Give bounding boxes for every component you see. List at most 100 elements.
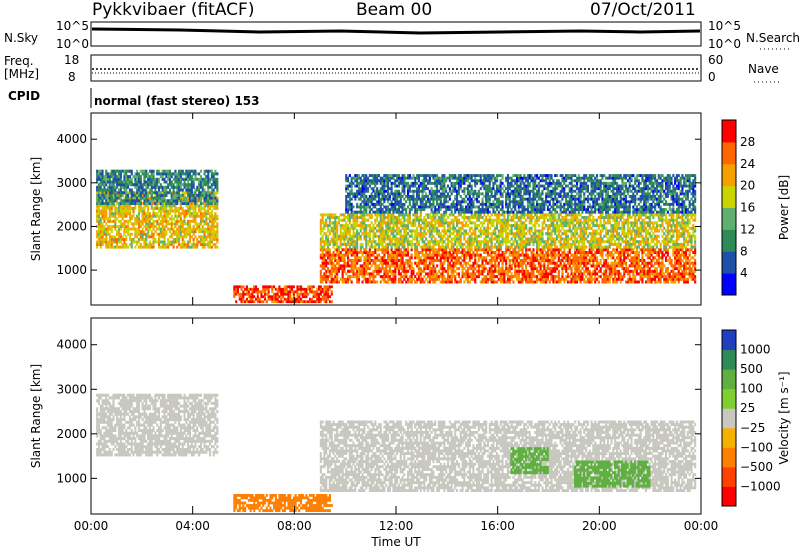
heatmap-cell-0-3 xyxy=(655,272,658,276)
heatmap-cell-0-1 xyxy=(205,183,208,187)
heatmap-cell-0-1 xyxy=(132,202,135,205)
heatmap-cell-0-4 xyxy=(383,234,386,238)
heatmap-cell-0-0 xyxy=(179,235,182,239)
heatmap-cell-0-2 xyxy=(318,300,321,304)
heatmap-cell-0-0 xyxy=(167,240,170,244)
heatmap-cell-0-1 xyxy=(209,193,212,197)
heatmap-cell-0-4 xyxy=(454,234,457,238)
heatmap-cell-0-3 xyxy=(643,272,646,276)
heatmap-cell-0-4 xyxy=(387,242,390,246)
heatmap-cell-0-0 xyxy=(117,245,120,249)
heatmap-cell-0-4 xyxy=(370,213,373,217)
heatmap-cell-0-1 xyxy=(101,196,104,200)
heatmap-cell-0-3 xyxy=(674,264,677,268)
heatmap-cell-0-0 xyxy=(127,230,130,234)
heatmap-cell-0-1 xyxy=(143,183,146,187)
heatmap-cell-0-1 xyxy=(172,177,175,181)
heatmap-cell-0-1 xyxy=(159,202,162,205)
heatmap-cell-0-3 xyxy=(397,259,400,262)
heatmap-cell-0-1 xyxy=(152,199,155,203)
heatmap-cell-0-1 xyxy=(117,202,120,205)
heatmap-cell-0-3 xyxy=(399,280,402,284)
heatmap-cell-0-0 xyxy=(108,240,111,244)
heatmap-cell-0-0 xyxy=(168,207,171,210)
heatmap-cell-0-0 xyxy=(201,207,204,210)
heatmap-cell-0-3 xyxy=(554,251,557,254)
heatmap-cell-0-4 xyxy=(348,229,351,233)
heatmap-cell-0-3 xyxy=(474,280,477,284)
heatmap-cell-0-3 xyxy=(623,253,626,257)
heatmap-cell-0-3 xyxy=(323,261,326,265)
heatmap-cell-0-3 xyxy=(566,267,569,271)
heatmap-cell-0-3 xyxy=(357,251,360,254)
heatmap-cell-0-3 xyxy=(319,269,322,273)
heatmap-cell-0-4 xyxy=(339,232,342,236)
heatmap-cell-0-3 xyxy=(517,261,520,265)
heatmap-cell-0-3 xyxy=(597,264,600,268)
heatmap-cell-0-3 xyxy=(466,251,469,254)
heatmap-cell-0-3 xyxy=(630,269,633,273)
heatmap-cell-0-3 xyxy=(379,248,382,252)
heatmap-cell-0-3 xyxy=(330,253,333,257)
heatmap-cell-0-3 xyxy=(325,253,328,257)
heatmap-cell-0-1 xyxy=(136,185,139,189)
heatmap-cell-0-4 xyxy=(327,229,330,233)
heatmap-cell-0-3 xyxy=(521,277,524,281)
heatmap-cell-0-3 xyxy=(610,269,613,273)
heatmap-cell-0-3 xyxy=(463,256,466,260)
heatmap-cell-0-3 xyxy=(432,259,435,262)
heatmap-cell-0-4 xyxy=(436,221,439,225)
heatmap-cell-0-3 xyxy=(519,259,522,262)
heatmap-cell-0-3 xyxy=(530,280,533,284)
heatmap-cell-0-3 xyxy=(510,253,513,257)
heatmap-cell-0-3 xyxy=(505,264,508,268)
heatmap-cell-0-3 xyxy=(454,261,457,265)
heatmap-cell-0-3 xyxy=(372,280,375,284)
heatmap-cell-0-4 xyxy=(401,234,404,238)
heatmap-cell-0-3 xyxy=(337,280,340,284)
heatmap-cell-0-4 xyxy=(399,213,402,217)
heatmap-cell-0-0 xyxy=(183,219,186,223)
heatmap-cell-0-4 xyxy=(325,237,328,241)
heatmap-cell-0-4 xyxy=(337,218,340,222)
heatmap-cell-0-1 xyxy=(187,188,190,192)
heatmap-cell-0-4 xyxy=(457,221,460,225)
heatmap-cell-0-3 xyxy=(387,261,390,265)
heatmap-cell-0-3 xyxy=(345,277,348,281)
heatmap-cell-0-3 xyxy=(492,277,495,281)
heatmap-cell-0-1 xyxy=(203,169,206,173)
heatmap-cell-0-4 xyxy=(365,234,368,238)
heatmap-cell-0-3 xyxy=(503,253,506,257)
heatmap-cell-0-3 xyxy=(517,277,520,281)
heatmap-cell-0-3 xyxy=(396,259,399,262)
heatmap-cell-0-0 xyxy=(187,212,190,216)
heatmap-cell-0-3 xyxy=(625,269,628,273)
nsky-label: N.Sky xyxy=(4,31,39,45)
heatmap-cell-0-3 xyxy=(421,253,424,257)
heatmap-cell-0-1 xyxy=(130,177,133,181)
heatmap-cell-0-4 xyxy=(472,216,475,219)
heatmap-cell-0-4 xyxy=(479,213,482,217)
heatmap-cell-0-3 xyxy=(441,264,444,268)
heatmap-cell-0-3 xyxy=(461,267,464,271)
heatmap-cell-0-3 xyxy=(481,261,484,265)
heatmap-cell-0-0 xyxy=(136,222,139,226)
heatmap-cell-0-4 xyxy=(397,226,400,230)
heatmap-cell-0-4 xyxy=(356,216,359,219)
heatmap-cell-0-4 xyxy=(417,232,420,236)
heatmap-cell-0-3 xyxy=(648,261,651,265)
heatmap-cell-0-3 xyxy=(681,248,684,252)
heatmap-cell-0-0 xyxy=(134,217,137,221)
heatmap-cell-0-4 xyxy=(357,237,360,241)
heatmap-cell-0-3 xyxy=(410,280,413,284)
heatmap-cell-0-0 xyxy=(117,219,120,223)
heatmap-cell-0-3 xyxy=(439,256,442,260)
heatmap-cell-0-4 xyxy=(352,213,355,217)
heatmap-cell-0-0 xyxy=(203,232,206,236)
heatmap-cell-0-0 xyxy=(134,232,137,236)
heatmap-cell-0-3 xyxy=(579,264,582,268)
heatmap-cell-0-3 xyxy=(334,248,337,252)
heatmap-cell-0-2 xyxy=(273,292,276,296)
heatmap-cell-0-0 xyxy=(103,209,106,213)
heatmap-cell-0-4 xyxy=(427,224,430,228)
